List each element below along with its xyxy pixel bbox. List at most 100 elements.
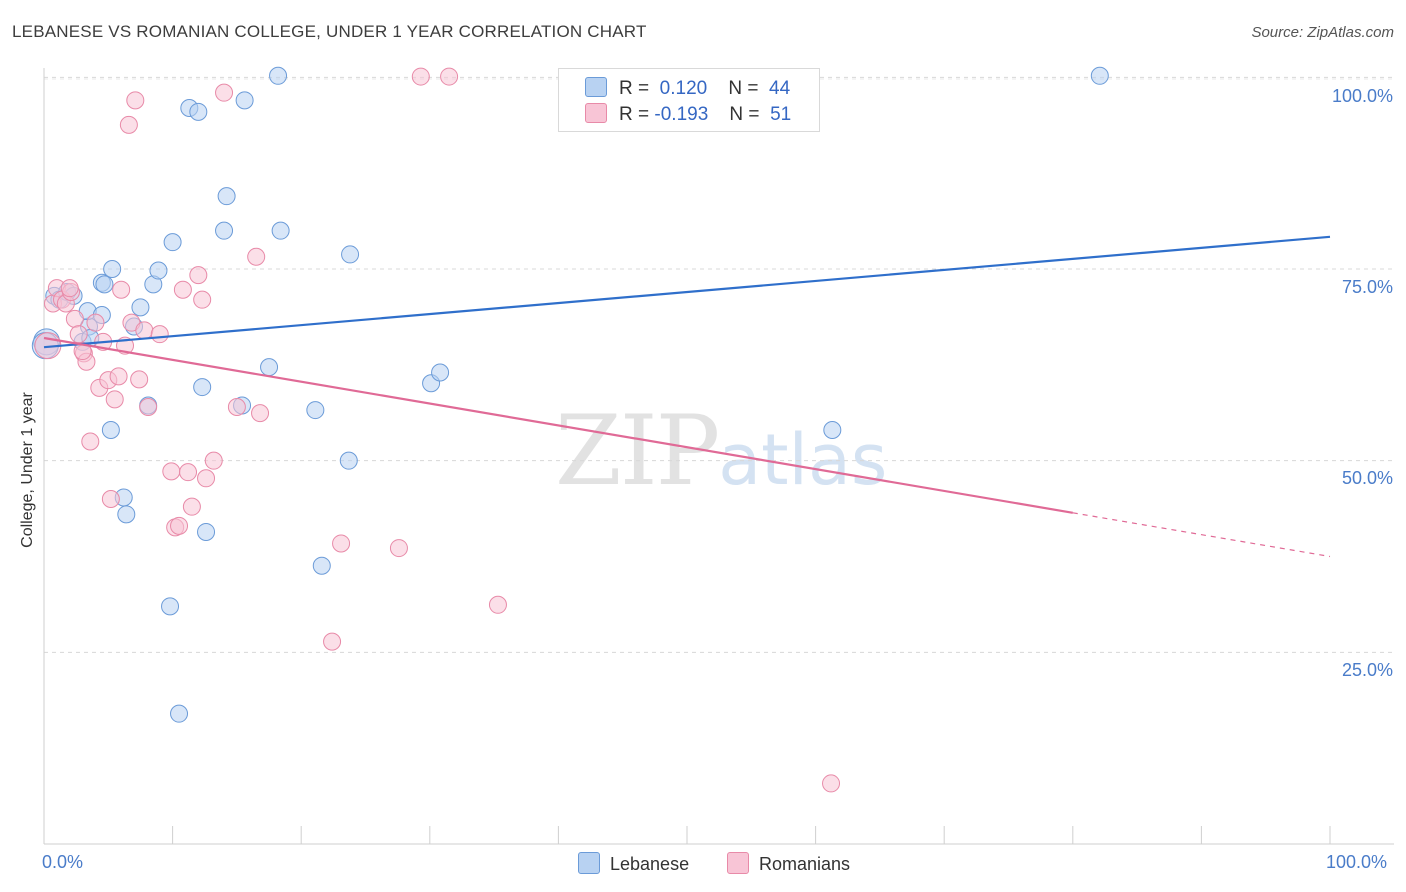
romanian-point	[251, 404, 270, 423]
watermark-zip: ZIP	[555, 395, 720, 507]
romanian-point	[105, 390, 124, 409]
lebanese-point	[339, 451, 358, 470]
romanian-point	[182, 497, 201, 516]
romanian-point	[60, 279, 79, 298]
romanian-point	[227, 398, 246, 416]
lebanese-point	[197, 522, 216, 541]
romanian-point	[65, 309, 84, 328]
lebanese-point	[161, 597, 180, 616]
bottom-legend-lebanese-label: Lebanese	[610, 854, 690, 874]
romanian-point	[822, 774, 841, 793]
lebanese-point	[103, 260, 122, 278]
romanian-point	[179, 463, 198, 482]
stats-legend: R = 0.120 N = 44 R = -0.193 N = 51	[558, 68, 820, 132]
lebanese-legend-swatch-icon	[578, 852, 600, 874]
bottom-legend-lebanese: Lebanese	[578, 852, 689, 875]
y-tick-label-100: 100.0%	[1331, 86, 1393, 106]
chart-title: LEBANESE VS ROMANIAN COLLEGE, UNDER 1 YE…	[12, 22, 647, 41]
legend-n-value: 44	[769, 78, 791, 99]
watermark-atlas: atlas	[718, 419, 888, 501]
lebanese-point	[189, 102, 208, 121]
romanian-point	[247, 247, 266, 266]
romanian-point	[215, 83, 234, 102]
lebanese-swatch-icon	[585, 77, 607, 97]
romanian-point	[332, 534, 351, 553]
lebanese-point	[170, 704, 189, 723]
lebanese-point	[101, 421, 120, 439]
romanian-point	[81, 432, 100, 451]
romanian-point	[73, 342, 92, 361]
x-tick-label-0: 0.0%	[42, 852, 84, 872]
grid-layer	[44, 76, 1394, 653]
lebanese-point	[312, 556, 331, 575]
romanian-point	[101, 490, 120, 508]
trend-layer	[43, 235, 1331, 558]
romanian-point	[112, 280, 131, 299]
lebanese-point	[341, 245, 360, 264]
lebanese-point	[235, 91, 254, 110]
romanian-point	[126, 91, 145, 110]
lebanese-point	[269, 66, 288, 85]
romanian-trend-line	[43, 336, 1073, 514]
lebanese-point	[431, 363, 450, 382]
romanians-swatch-icon	[585, 103, 607, 123]
lebanese-point	[217, 187, 236, 206]
romanian-point	[204, 451, 223, 470]
romanian-trend-extension	[1072, 512, 1331, 558]
romanian-point	[170, 516, 189, 535]
romanian-point	[189, 266, 208, 285]
romanian-point	[150, 325, 169, 344]
legend-r-value: -0.193	[654, 104, 709, 125]
legend-n-label: N =	[729, 104, 760, 125]
legend-n-label: N =	[728, 78, 759, 99]
y-tick-label-50: 50.0%	[1341, 468, 1393, 488]
romanian-point	[130, 370, 149, 389]
romanian-point	[411, 67, 430, 86]
romanian-point	[323, 632, 342, 651]
lebanese-point	[215, 221, 234, 240]
y-axis-label: College, Under 1 year	[19, 392, 36, 548]
romanians-legend-swatch-icon	[727, 852, 749, 874]
romanian-point	[173, 280, 192, 299]
legend-r-label: R =	[619, 78, 650, 99]
lebanese-point	[260, 358, 279, 377]
romanian-point	[389, 539, 408, 558]
romanian-point	[135, 321, 154, 340]
lebanese-point	[131, 298, 150, 317]
romanian-point	[197, 469, 216, 488]
romanian-point	[488, 595, 507, 614]
y-tick-label-25: 25.0%	[1341, 660, 1393, 680]
legend-n-value: 51	[770, 104, 792, 125]
bottom-legend-romanians-label: Romanians	[759, 854, 851, 874]
lebanese-point	[823, 421, 842, 439]
legend-row-lebanese: R = 0.120 N = 44	[585, 77, 790, 100]
bottom-legend-romanians: Romanians	[727, 852, 850, 875]
romanian-point	[69, 325, 88, 344]
lebanese-point	[95, 275, 114, 294]
legend-r-label: R =	[619, 104, 650, 125]
lebanese-point	[193, 378, 212, 397]
lebanese-point	[149, 261, 168, 280]
romanian-point	[86, 313, 105, 332]
watermark: ZIPatlas	[555, 395, 887, 507]
legend-r-value: 0.120	[659, 78, 708, 99]
legend-row-romanians: R = -0.193 N = 51	[585, 103, 791, 126]
lebanese-point	[163, 233, 182, 252]
points-layer	[31, 66, 1109, 793]
romanian-point	[193, 290, 212, 309]
lebanese-point	[117, 505, 136, 524]
romanian-point	[119, 115, 138, 134]
lebanese-trend-line	[43, 235, 1331, 349]
lebanese-point	[306, 401, 325, 420]
lebanese-point	[271, 221, 290, 240]
x-tick-label-100: 100.0%	[1326, 852, 1388, 872]
y-tick-label-75: 75.0%	[1341, 277, 1393, 297]
romanian-point	[162, 462, 181, 481]
lebanese-point	[1090, 66, 1109, 85]
romanian-point	[109, 367, 128, 386]
romanian-point	[440, 67, 459, 86]
romanian-point	[139, 398, 158, 416]
chart-source: Source: ZipAtlas.com	[1251, 24, 1394, 41]
axis-layer	[43, 68, 1394, 845]
